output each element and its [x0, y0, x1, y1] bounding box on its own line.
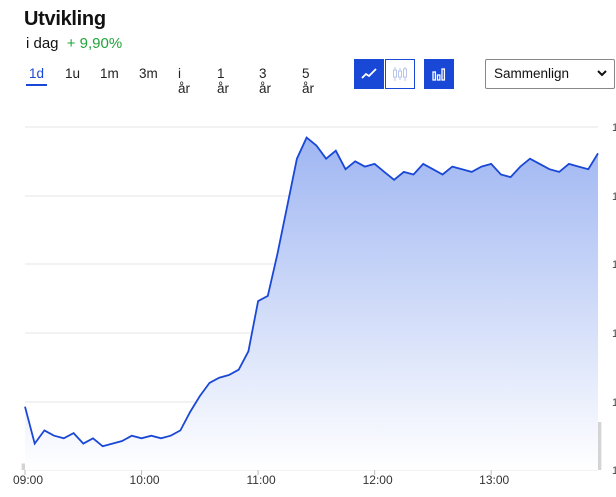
range-1u[interactable]: 1u	[65, 66, 81, 81]
compare-value: Sammenlign	[494, 66, 570, 81]
x-tick-label: 10:00	[130, 473, 160, 487]
compare-select[interactable]: Sammenlign	[485, 59, 615, 89]
candlestick-icon	[393, 67, 407, 81]
y-tick-label: 1	[612, 122, 616, 134]
range-1m[interactable]: 1m	[100, 66, 119, 81]
x-tick-label: 12:00	[363, 473, 393, 487]
price-area	[25, 137, 598, 470]
chevron-down-icon	[597, 70, 607, 77]
line-chart-button[interactable]	[354, 59, 384, 89]
range-1y[interactable]: 1 år	[217, 66, 230, 96]
volume-bars-icon	[432, 68, 446, 81]
range-3y[interactable]: 3 år	[259, 66, 272, 96]
line-chart-icon	[361, 68, 377, 79]
y-tick-label: 1	[612, 328, 616, 340]
range-1d[interactable]: 1d	[26, 66, 48, 86]
x-tick-label: 13:00	[479, 473, 509, 487]
change-percent: + 9,90%	[66, 35, 123, 52]
range-5y[interactable]: 5 år	[302, 66, 315, 96]
range-3m[interactable]: 3m	[139, 66, 158, 81]
candlestick-button[interactable]	[385, 59, 415, 89]
volume-toggle-button[interactable]	[424, 59, 454, 89]
page-title: Utvikling	[24, 8, 106, 30]
x-tick-label: 09:00	[13, 473, 43, 487]
y-tick-label: 1	[612, 191, 616, 203]
daily-change: i dag + 9,90%	[26, 35, 122, 52]
x-axis: 09:00 10:00 11:00 12:00 13:00	[13, 470, 510, 487]
y-tick-label: 1	[612, 465, 616, 477]
y-tick-label: 1	[612, 259, 616, 271]
y-tick-label: 1	[612, 397, 616, 409]
price-line	[24, 136, 599, 448]
period-label: i dag	[26, 35, 59, 52]
x-tick-label: 11:00	[247, 473, 276, 487]
range-ytd[interactable]: i år	[178, 66, 191, 96]
y-axis: 1 1 1 1 1 1	[612, 122, 616, 477]
